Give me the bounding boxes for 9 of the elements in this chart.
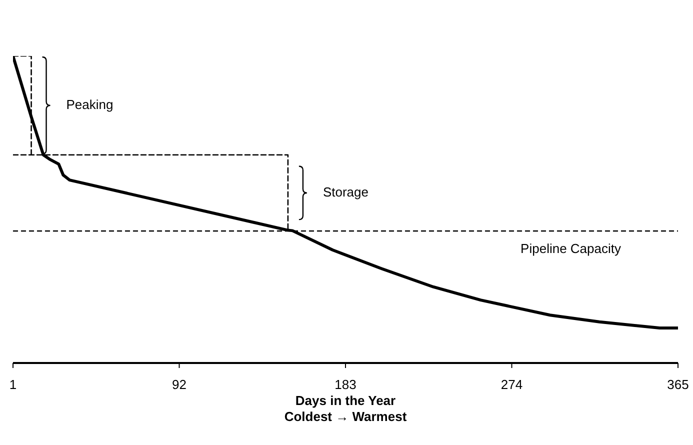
annotation: Peaking [66,96,114,112]
x-axis-title: Days in the Year Coldest → Warmest [284,393,408,424]
ref-line-label: Pipeline Capacity [520,240,622,256]
annotation: Storage [322,184,368,200]
x-tick-label: 92 [172,377,186,392]
x-tick-label: 274 [500,377,523,392]
x-tick-label: 1 [9,377,17,392]
x-tick-label: 183 [334,377,356,392]
x-tick-label: 365 [667,377,689,392]
